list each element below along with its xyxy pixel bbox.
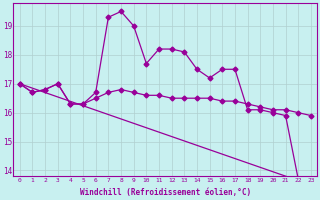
X-axis label: Windchill (Refroidissement éolien,°C): Windchill (Refroidissement éolien,°C) xyxy=(80,188,251,197)
